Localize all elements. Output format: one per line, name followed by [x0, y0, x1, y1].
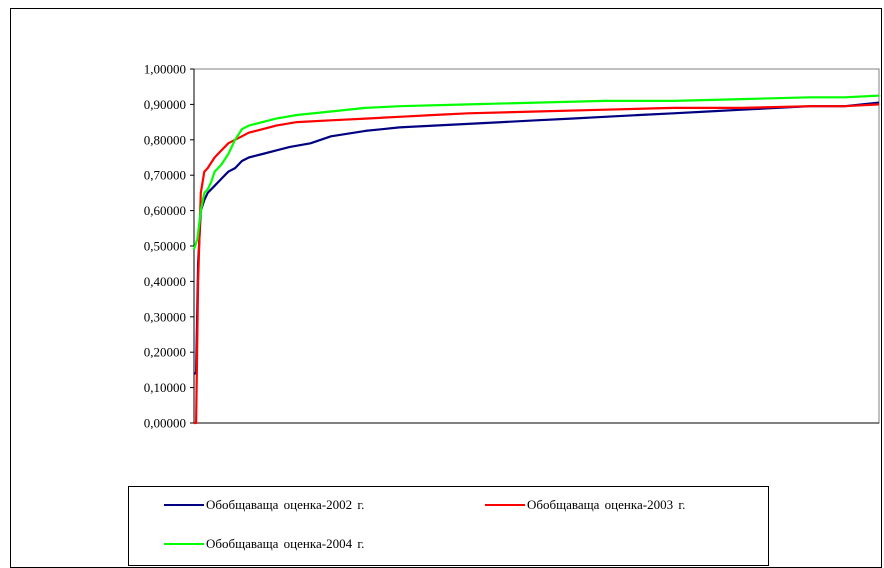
series-group	[192, 94, 880, 425]
series-line-2002	[194, 101, 880, 375]
legend-item-2004: Обобщаваща оценка-2004 г.	[164, 535, 364, 553]
y-tick-label: 0,60000	[144, 203, 186, 218]
legend-swatch-2004	[164, 543, 204, 545]
y-tick-label: 0,80000	[144, 132, 186, 147]
y-tick-label: 0,90000	[144, 97, 186, 112]
legend-label-2002: Обобщаваща оценка-2002 г.	[206, 497, 365, 512]
y-tick-label: 0,00000	[144, 416, 186, 431]
legend-swatch-2002	[164, 504, 204, 506]
y-tick-label: 0,30000	[144, 309, 186, 324]
y-tick-label: 0,40000	[144, 274, 186, 289]
legend: Обобщаваща оценка-2002 г. Обобщаваща оце…	[128, 486, 769, 566]
y-tick-label: 0,50000	[144, 239, 186, 254]
series-line-2004	[192, 94, 880, 250]
y-tick-label: 0,10000	[144, 380, 186, 395]
y-tick-label: 1,00000	[144, 62, 186, 77]
legend-label-2003: Обобщаваща оценка-2003 г.	[527, 497, 686, 512]
legend-swatch-2003	[485, 504, 525, 506]
legend-item-2002: Обобщаваща оценка-2002 г.	[164, 496, 364, 514]
y-tick-label: 0,70000	[144, 168, 186, 183]
legend-item-2003: Обобщаваща оценка-2003 г.	[485, 496, 685, 514]
y-tick-label: 0,20000	[144, 345, 186, 360]
y-axis: 0,00000 0,10000 0,20000 0,30000 0,40000 0,500…	[144, 62, 879, 431]
series-line-2003	[194, 103, 880, 425]
legend-label-2004: Обобщаваща оценка-2004 г.	[206, 536, 365, 551]
